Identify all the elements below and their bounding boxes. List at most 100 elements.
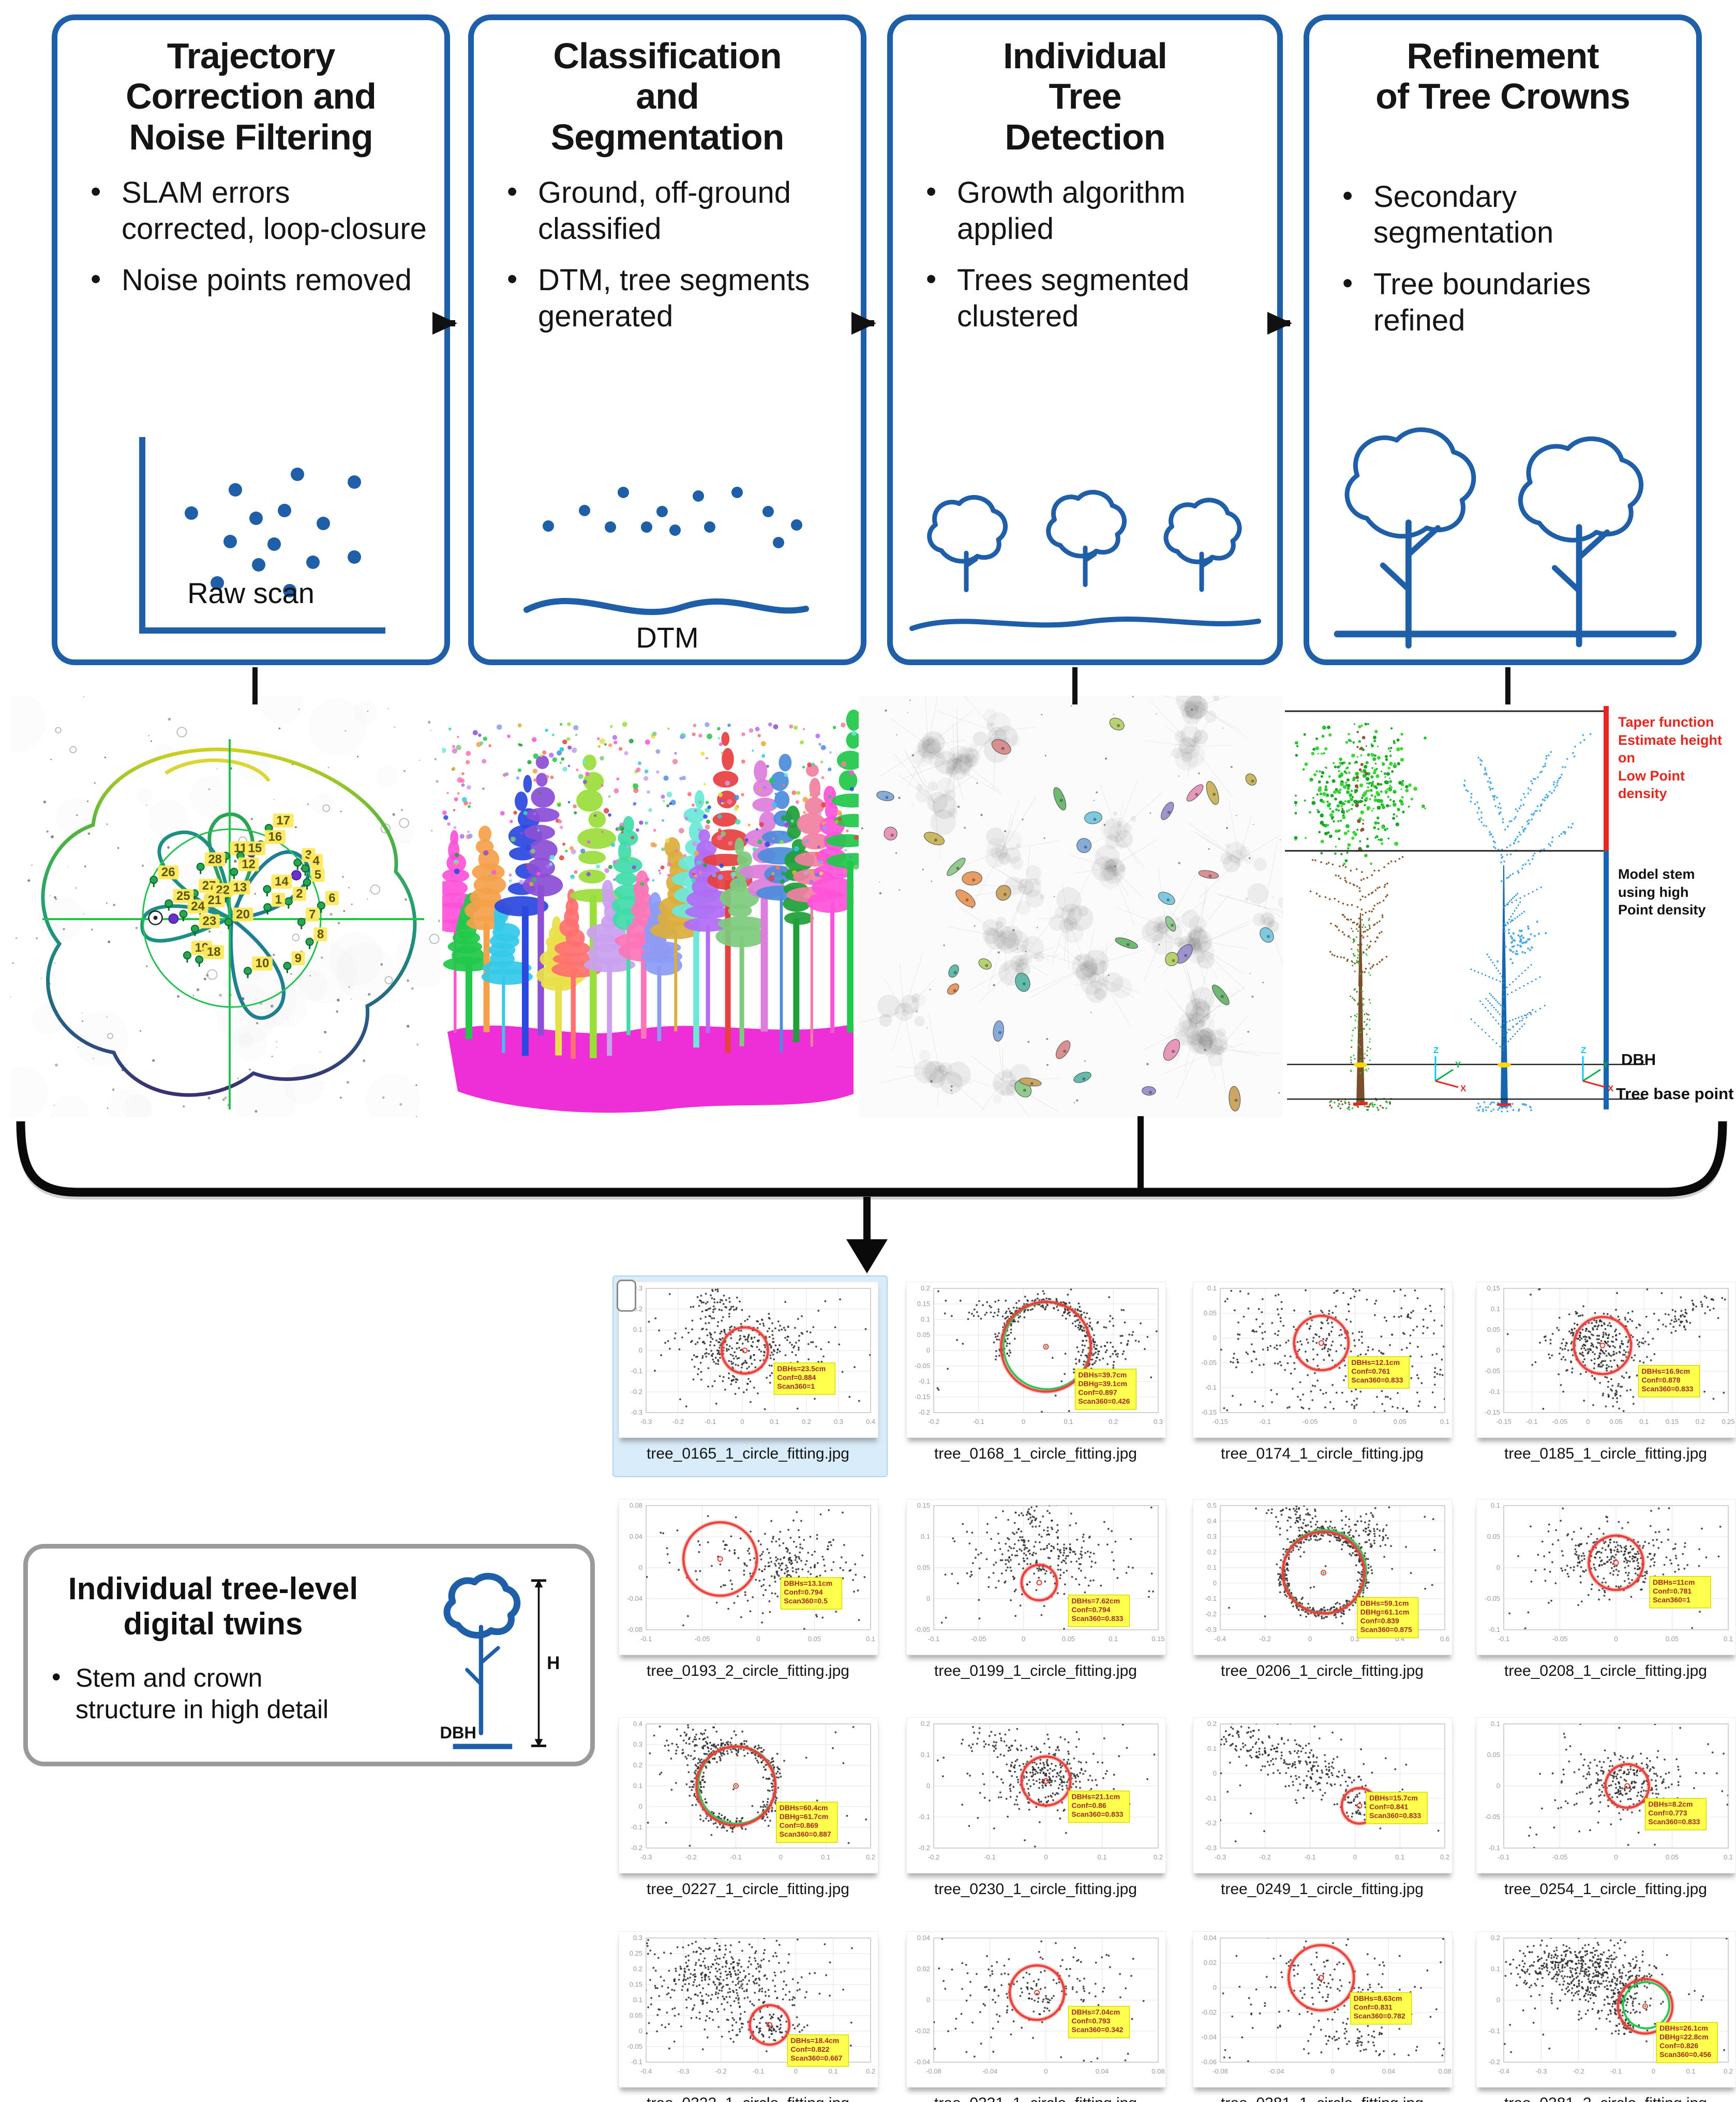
bullet: Growth algorithm applied	[923, 174, 1262, 247]
svg-text:8: 8	[317, 927, 324, 941]
svg-text:0: 0	[926, 1346, 930, 1354]
thumbnail-image[interactable]: -0.1 -0.05 0 0.05 0.1 0.08 0.04 0 -0.04 -0.08 DBHs…	[619, 1499, 878, 1655]
svg-text:0.05: 0.05	[1394, 1418, 1406, 1425]
thumbnail-filename: tree_0331_1_circle_fitting.jpg	[906, 2095, 1165, 2102]
box-title: Individual Tree Detection	[1003, 36, 1168, 157]
svg-text:Conf=0.884: Conf=0.884	[777, 1373, 816, 1382]
twin-bullets: Stem and crown structure in high detail	[49, 1661, 369, 1725]
svg-text:7: 7	[309, 908, 316, 922]
thumbnail-image[interactable]: -0.3 -0.2 -0.1 0 0.1 0.2 0.2 0.1 0 -0.1 -0.2 -0.3 DB…	[1193, 1717, 1453, 1873]
dbh-label: DBH	[440, 1723, 476, 1742]
svg-text:-0.2: -0.2	[919, 1408, 930, 1416]
svg-text:0.2: 0.2	[921, 1284, 930, 1292]
svg-text:0.05: 0.05	[917, 1331, 930, 1339]
thumbnail-image[interactable]: -0.08 -0.04 0 0.04 0.08 0.04 0.02 0 -0.02 -0.04 DB…	[906, 1931, 1166, 2088]
svg-text:Scan360=0.833: Scan360=0.833	[1351, 1376, 1403, 1384]
svg-text:18: 18	[207, 945, 221, 959]
svg-text:0: 0	[1353, 1418, 1357, 1425]
thumbnail-filename: tree_0230_1_circle_fitting.jpg	[934, 1881, 1137, 1898]
svg-text:DBHg=39.1cm: DBHg=39.1cm	[1078, 1379, 1127, 1388]
thumbnail-filename: tree_0227_1_circle_fitting.jpg	[647, 1881, 849, 1898]
svg-text:2: 2	[296, 887, 303, 901]
box-bullets: Ground, off-ground classified DTM, tree …	[504, 174, 845, 334]
dtm-icon	[474, 423, 861, 650]
svg-text:-0.05: -0.05	[915, 1362, 930, 1370]
svg-text:-0.05: -0.05	[1201, 1359, 1217, 1367]
svg-text:0.1: 0.1	[866, 1635, 875, 1643]
svg-text:0.1: 0.1	[633, 1326, 642, 1333]
svg-text:Scan360=1: Scan360=1	[777, 1382, 815, 1390]
stem-model-image: Z Y X Z Y X Taper function Estimate height on…	[1283, 696, 1736, 1117]
bullet: Ground, off-ground classified	[504, 174, 845, 247]
svg-text:-0.15: -0.15	[1201, 1408, 1217, 1416]
svg-text:20: 20	[236, 908, 250, 922]
svg-text:0: 0	[639, 1564, 642, 1571]
svg-text:0.08: 0.08	[630, 1502, 642, 1509]
bullet: SLAM errors corrected, loop-closure	[87, 174, 429, 247]
thumbnail-image[interactable]: -0.1 -0.05 0 0.05 0.1 0.1 0.05 0 -0.05 -0.1 DBHs=8…	[1476, 1717, 1736, 1873]
box-title: Classification and Segmentation	[550, 36, 785, 157]
thumbnail-image[interactable]: -0.08 -0.04 0 0.04 0.08 0.04 0.02 0 -0.02 -0.04 -0…	[1193, 1931, 1453, 2088]
thumbnail-image[interactable]: -0.2 -0.1 0 0.1 0.2 0.2 0.1 0 -0.1 -0.2 DBHs=21.1c…	[906, 1717, 1166, 1873]
svg-text:-0.3: -0.3	[631, 1408, 642, 1416]
thumbnail-image[interactable]: -0.4 -0.3 -0.2 -0.1 0 0.1 0.2 0.2 0.1 0 -0.1 -0.2 DB…	[1476, 1931, 1736, 2088]
svg-text:5: 5	[315, 868, 321, 882]
svg-text:0.1: 0.1	[1207, 1284, 1217, 1292]
svg-text:0.2: 0.2	[802, 1418, 811, 1425]
svg-text:13: 13	[233, 880, 247, 894]
thumbnail-filename: tree_0254_1_circle_fitting.jpg	[1504, 1881, 1707, 1898]
svg-text:DBHs=23.5cm: DBHs=23.5cm	[777, 1364, 826, 1373]
svg-text:0.4: 0.4	[866, 1418, 875, 1425]
thumbnail-filename: tree_0208_1_circle_fitting.jpg	[1504, 1662, 1707, 1679]
svg-text:0: 0	[1213, 1334, 1217, 1342]
thumbnail-filename: tree_0165_1_circle_fitting.jpg	[647, 1445, 849, 1462]
flow-box-crown-refinement: Refinement of Tree Crowns Secondary segm…	[1304, 14, 1702, 665]
svg-text:4: 4	[313, 854, 320, 868]
svg-text:Conf=0.761: Conf=0.761	[1351, 1367, 1390, 1375]
thumbnail-image[interactable]: -0.1 -0.05 0 0.05 0.1 0.15 0.15 0.1 0.05 0 -0.05 DB…	[906, 1499, 1166, 1655]
twin-title: Individual tree-level digital twins	[68, 1571, 358, 1641]
thumbnail-image[interactable]: -0.2 -0.1 0 0.1 0.2 0.3 0.2 0.15 0.1 0.05 0 -0.05 -0…	[906, 1282, 1166, 1438]
svg-text:Scan360=0.426: Scan360=0.426	[1078, 1397, 1130, 1405]
dtm-label: DTM	[636, 621, 699, 654]
thumbnail-image[interactable]: -0.3 -0.2 -0.1 0 0.1 0.2 0.3 0.4 0.3 0.2 0.1 0 -0.1-…	[619, 1282, 878, 1438]
thumbnail-filename: tree_0381_1_circle_fitting.jpg	[1193, 2095, 1451, 2102]
thumbnail-image[interactable]: -0.15 -0.1 -0.05 0 0.05 0.1 0.1 0.05 0 -0.05 -0.1 -…	[1193, 1282, 1453, 1438]
svg-text:0.15: 0.15	[1666, 1418, 1679, 1425]
svg-text:X: X	[1608, 1084, 1614, 1093]
svg-text:15: 15	[248, 842, 262, 855]
svg-text:0: 0	[1496, 1346, 1500, 1354]
box-title: Trajectory Correction and Noise Filterin…	[126, 36, 377, 157]
svg-text:0: 0	[1586, 1418, 1590, 1425]
svg-text:DBHs=16.9cm: DBHs=16.9cm	[1641, 1367, 1690, 1375]
thumbnail-filename: tree_0174_1_circle_fitting.jpg	[1221, 1445, 1424, 1462]
svg-text:0.1: 0.1	[770, 1418, 779, 1425]
svg-text:Y: Y	[1603, 1060, 1609, 1070]
thumbnail-image[interactable]: -0.15 -0.1 -0.05 0 0.05 0.1 0.15 0.2 0.25 0.15 0.1…	[1476, 1282, 1736, 1438]
thumbnail-checkbox[interactable]	[617, 1280, 636, 1312]
bullet: Tree boundaries refined	[1339, 265, 1681, 338]
box-bullets: SLAM errors corrected, loop-closure Nois…	[87, 174, 429, 298]
segmented-forest-image	[434, 696, 881, 1117]
svg-text:DBHs=12.1cm: DBHs=12.1cm	[1351, 1358, 1400, 1367]
thumbnail-image[interactable]: -0.4 -0.2 0 0.2 0.4 0.6 0.5 0.4 0.3 0.2 0.1 0 -0.1 -0…	[1193, 1499, 1453, 1655]
svg-text:-0.2: -0.2	[631, 1388, 642, 1395]
svg-text:Conf=0.897: Conf=0.897	[1078, 1388, 1117, 1397]
bullet: Stem and crown structure in high detail	[49, 1661, 369, 1725]
svg-text:14: 14	[275, 875, 289, 889]
thumbnail-image[interactable]: -0.3 -0.2 -0.1 0 0.1 0.2 0.4 0.3 0.2 0.1 0 -0.1 -0.2…	[619, 1717, 878, 1873]
svg-text:0.25: 0.25	[1722, 1418, 1734, 1425]
svg-text:21: 21	[208, 893, 222, 907]
svg-text:0.1: 0.1	[921, 1315, 930, 1323]
svg-text:Y: Y	[1455, 1060, 1461, 1070]
svg-text:0.1: 0.1	[1639, 1418, 1649, 1425]
thumbnail-image[interactable]: -0.4 -0.3 -0.2 -0.1 0 0.1 0.2 0.3 0.25 0.2 0.15 0.1…	[619, 1931, 878, 2088]
svg-text:-0.3: -0.3	[640, 1418, 652, 1425]
thumbnail-image[interactable]: -0.1 -0.05 0 0.05 0.1 0.1 0.05 0 -0.05 -0.1 DBHs=1…	[1476, 1499, 1736, 1655]
flow-box-classification: Classification and Segmentation Ground, …	[468, 14, 866, 665]
svg-text:-0.1: -0.1	[1260, 1418, 1271, 1425]
svg-text:-0.1: -0.1	[973, 1418, 984, 1425]
thumbnail-filename: tree_0249_1_circle_fitting.jpg	[1221, 1881, 1424, 1898]
canopy-topview-image	[851, 684, 1303, 1118]
svg-text:Scan360=0.833: Scan360=0.833	[1641, 1385, 1693, 1393]
